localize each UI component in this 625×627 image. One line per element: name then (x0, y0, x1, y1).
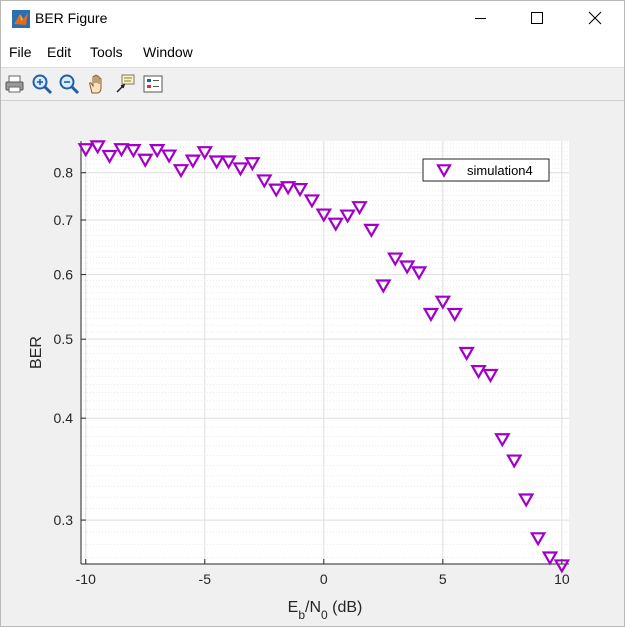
data-point (398, 260, 416, 275)
data-point (101, 149, 118, 165)
data-point (422, 307, 440, 323)
data-point (327, 217, 344, 232)
close-button[interactable] (565, 1, 623, 35)
menu-bar: File Edit Tools Window (1, 37, 624, 90)
print-icon[interactable] (4, 73, 26, 95)
maximize-icon (531, 12, 543, 24)
tick-labels: -10 -5 0 5 10 0.3 0.4 0.5 0.6 0.7 0.8 (54, 165, 570, 587)
data-point (279, 181, 297, 196)
y-tick-label: 0.7 (54, 212, 74, 228)
data-point (160, 149, 178, 164)
menu-tools[interactable]: Tools (90, 44, 123, 60)
data-point (244, 157, 261, 172)
y-tick-label: 0.4 (54, 410, 74, 426)
y-tick-label: 0.3 (54, 512, 74, 528)
menu-file[interactable]: File (9, 44, 32, 60)
y-tick-label: 0.6 (54, 267, 74, 283)
data-cursor-icon[interactable] (114, 73, 136, 95)
data-point (553, 559, 571, 574)
data-point (77, 143, 94, 158)
legend-icon[interactable] (142, 73, 164, 95)
data-point (220, 155, 237, 170)
data-point (208, 155, 225, 170)
close-icon (588, 11, 602, 25)
plot-area (81, 141, 569, 564)
minimize-button[interactable] (451, 1, 509, 35)
figure-canvas: -10 -5 0 5 10 0.3 0.4 0.5 0.6 0.7 0.8 BER Eb/N0 (d… (1, 101, 624, 626)
x-axis-label: Eb/N0 (dB) (288, 599, 363, 622)
data-point (517, 493, 535, 508)
x-tick-label: 5 (439, 571, 447, 587)
x-tick-label: 10 (554, 571, 570, 587)
data-point (482, 368, 499, 384)
x-tick-label: -10 (76, 571, 96, 587)
data-point (446, 307, 463, 323)
x-axis-label-part: /N (305, 599, 321, 616)
data-point (172, 164, 190, 179)
data-point (89, 140, 106, 155)
ber-plot[interactable]: -10 -5 0 5 100.30.40.50.60.70.8 BER Eb/N0 (d… (1, 101, 624, 626)
zoom-in-icon[interactable] (31, 73, 53, 95)
x-tick-label: 0 (320, 571, 328, 587)
data-point (494, 433, 511, 448)
x-axis-label-part: (dB) (328, 599, 363, 616)
y-tick-label: 0.8 (54, 165, 74, 181)
window-title: BER Figure (35, 10, 108, 26)
grid-lines (81, 141, 569, 564)
toolbar (1, 67, 624, 101)
y-axis-label: BER (28, 336, 45, 369)
x-axis-label-sub: 0 (321, 608, 328, 622)
data-point (232, 162, 249, 177)
legend-box (422, 158, 550, 182)
data-point (113, 143, 130, 158)
data-point (137, 153, 154, 168)
data-point (363, 223, 380, 238)
data-point (541, 551, 559, 566)
legend-entry: simulation4 (467, 163, 533, 178)
pan-hand-icon[interactable] (86, 73, 108, 95)
data-point (375, 279, 392, 294)
data-point (125, 144, 142, 159)
legend-marker (436, 164, 452, 178)
title-bar[interactable]: BER Figure (1, 1, 624, 37)
x-tick-label: -5 (199, 571, 212, 587)
data-point (470, 365, 487, 380)
data-markers (77, 140, 571, 574)
zoom-out-icon[interactable] (58, 73, 80, 95)
data-point (410, 266, 428, 281)
data-point (315, 208, 333, 223)
y-tick-label: 0.5 (54, 331, 74, 347)
x-axis-label-part: E (288, 599, 299, 616)
data-point (303, 194, 321, 209)
data-point (196, 146, 213, 161)
data-point (387, 252, 404, 267)
data-point (351, 201, 368, 216)
data-point (529, 532, 547, 547)
data-point (267, 183, 285, 198)
menu-window[interactable]: Window (143, 44, 193, 60)
data-point (434, 295, 452, 310)
x-axis-label-sub: b (298, 608, 305, 622)
matlab-icon (12, 10, 30, 28)
data-point (506, 454, 523, 469)
data-point (184, 154, 202, 169)
data-point (458, 346, 475, 362)
data-point (256, 174, 273, 189)
menu-edit[interactable]: Edit (47, 44, 72, 60)
legend[interactable]: simulation4 (422, 158, 550, 182)
data-point (339, 209, 356, 224)
data-point (148, 144, 166, 159)
minimize-icon (475, 18, 486, 19)
maximize-button[interactable] (507, 1, 565, 35)
data-point (291, 183, 309, 198)
